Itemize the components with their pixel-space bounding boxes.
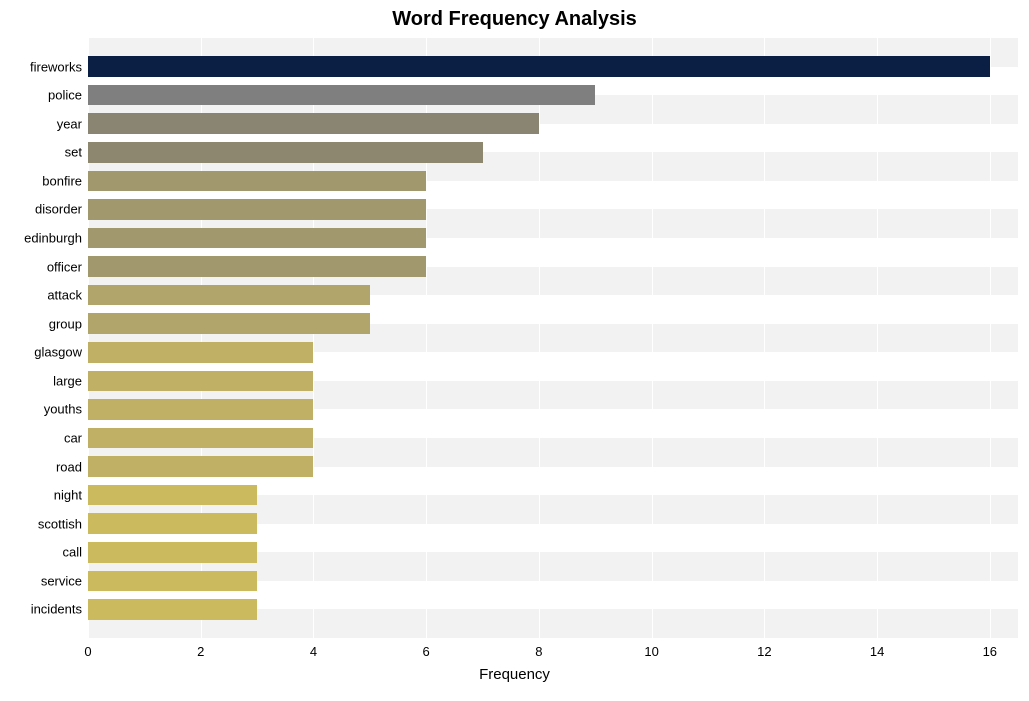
- grid-line: [877, 38, 878, 638]
- bar: [88, 285, 370, 306]
- bar: [88, 456, 313, 477]
- grid-line: [652, 38, 653, 638]
- y-tick-label: group: [0, 316, 82, 331]
- y-tick-label: set: [0, 145, 82, 160]
- bar: [88, 485, 257, 506]
- x-tick-label: 2: [197, 644, 204, 659]
- x-tick-label: 10: [644, 644, 658, 659]
- bar: [88, 313, 370, 334]
- bar: [88, 599, 257, 620]
- bar: [88, 371, 313, 392]
- x-tick-label: 12: [757, 644, 771, 659]
- y-tick-label: scottish: [0, 516, 82, 531]
- plot-area: [88, 38, 1018, 638]
- grid-line: [539, 38, 540, 638]
- bar: [88, 342, 313, 363]
- y-tick-label: service: [0, 573, 82, 588]
- x-tick-label: 4: [310, 644, 317, 659]
- y-tick-label: officer: [0, 259, 82, 274]
- x-tick-label: 14: [870, 644, 884, 659]
- bar: [88, 428, 313, 449]
- bar: [88, 199, 426, 220]
- y-tick-label: incidents: [0, 602, 82, 617]
- y-tick-label: bonfire: [0, 173, 82, 188]
- word-frequency-chart: Word Frequency Analysis Frequency 0 2 4 6 8 1…: [0, 0, 1029, 701]
- x-tick-label: 8: [535, 644, 542, 659]
- bar: [88, 228, 426, 249]
- y-tick-label: attack: [0, 288, 82, 303]
- grid-line: [764, 38, 765, 638]
- chart-title: Word Frequency Analysis: [0, 8, 1029, 31]
- y-tick-label: road: [0, 459, 82, 474]
- y-tick-label: fireworks: [0, 59, 82, 74]
- bar: [88, 142, 483, 163]
- x-tick-label: 6: [423, 644, 430, 659]
- bar: [88, 513, 257, 534]
- bar: [88, 113, 539, 134]
- bar: [88, 399, 313, 420]
- x-tick-label: 0: [84, 644, 91, 659]
- y-tick-label: night: [0, 488, 82, 503]
- x-axis-label: Frequency: [0, 666, 1029, 683]
- y-tick-label: youths: [0, 402, 82, 417]
- y-tick-label: car: [0, 431, 82, 446]
- bar: [88, 85, 595, 106]
- y-tick-label: disorder: [0, 202, 82, 217]
- bar: [88, 56, 990, 77]
- bar: [88, 571, 257, 592]
- y-tick-label: large: [0, 373, 82, 388]
- y-tick-label: call: [0, 545, 82, 560]
- y-tick-label: police: [0, 88, 82, 103]
- y-tick-label: glasgow: [0, 345, 82, 360]
- y-tick-label: edinburgh: [0, 231, 82, 246]
- grid-line: [990, 38, 991, 638]
- bar: [88, 542, 257, 563]
- bar: [88, 171, 426, 192]
- bar: [88, 256, 426, 277]
- x-tick-label: 16: [983, 644, 997, 659]
- y-tick-label: year: [0, 116, 82, 131]
